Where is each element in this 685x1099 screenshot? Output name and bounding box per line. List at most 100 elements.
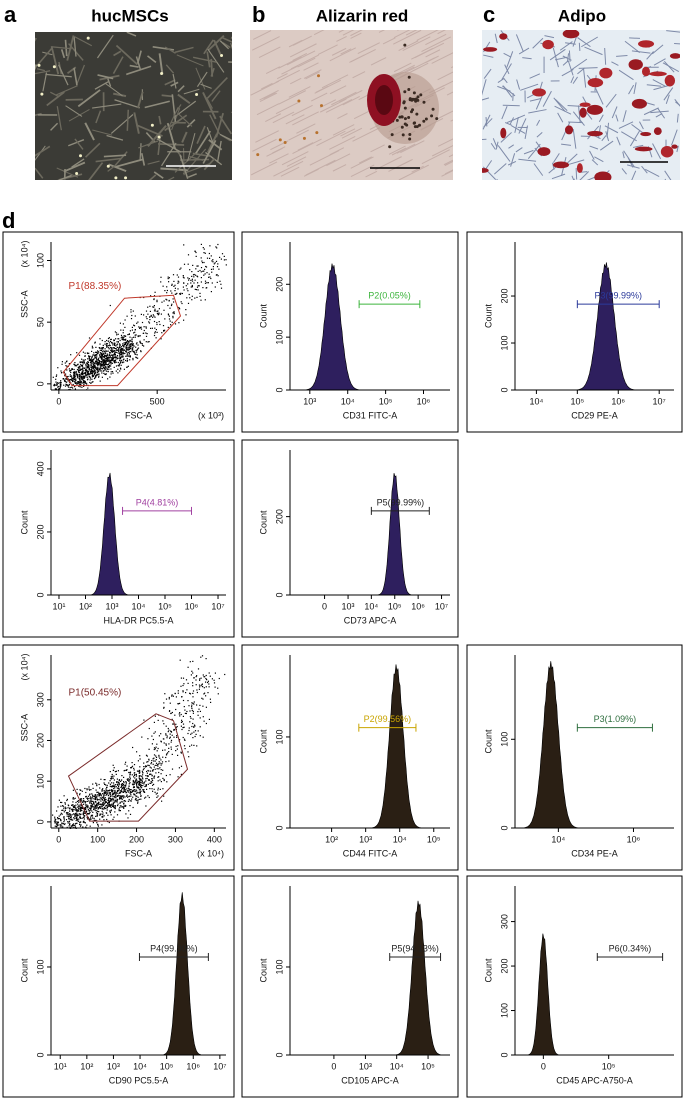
event-dot bbox=[137, 796, 139, 798]
lipid bbox=[579, 102, 591, 107]
event-dot bbox=[149, 773, 151, 775]
event-dot bbox=[101, 358, 103, 360]
event-dot bbox=[111, 347, 113, 349]
event-dot bbox=[128, 351, 130, 353]
event-dot bbox=[101, 798, 103, 800]
event-dot bbox=[122, 791, 124, 793]
event-dot bbox=[55, 375, 57, 377]
event-dot bbox=[83, 798, 85, 800]
cell bbox=[152, 46, 175, 51]
event-dot bbox=[109, 794, 111, 796]
event-dot bbox=[117, 803, 119, 805]
event-dot bbox=[196, 296, 198, 298]
event-dot bbox=[96, 363, 98, 365]
event-dot bbox=[196, 675, 198, 677]
event-dot bbox=[181, 696, 183, 698]
event-dot bbox=[122, 352, 124, 354]
event-dot bbox=[176, 748, 178, 750]
event-dot bbox=[68, 818, 70, 820]
event-dot bbox=[133, 781, 135, 783]
event-dot bbox=[206, 282, 208, 284]
fiber bbox=[250, 161, 278, 176]
event-dot bbox=[72, 809, 74, 811]
fiber bbox=[273, 160, 304, 177]
event-dot bbox=[110, 806, 112, 808]
event-dot bbox=[112, 351, 114, 353]
event-dot bbox=[152, 790, 154, 792]
event-dot bbox=[94, 798, 96, 800]
event-dot bbox=[149, 782, 151, 784]
event-dot bbox=[100, 813, 102, 815]
event-dot bbox=[108, 365, 110, 368]
cell bbox=[633, 82, 637, 95]
event-dot bbox=[119, 352, 121, 354]
event-dot bbox=[154, 327, 156, 329]
event-dot bbox=[75, 812, 77, 814]
x-axis-label: CD45 APC-A750-A bbox=[556, 1075, 633, 1085]
event-dot bbox=[64, 808, 66, 810]
event-dot bbox=[108, 803, 110, 805]
event-dot bbox=[123, 787, 126, 790]
event-dot bbox=[102, 802, 104, 804]
event-dot bbox=[124, 339, 126, 341]
event-dot bbox=[140, 350, 142, 352]
event-dot bbox=[124, 319, 126, 321]
event-dot bbox=[179, 293, 182, 295]
event-dot bbox=[99, 380, 101, 382]
event-dot bbox=[126, 355, 128, 357]
event-dot bbox=[143, 789, 145, 791]
event-dot bbox=[135, 781, 137, 783]
bright-cell bbox=[86, 36, 90, 40]
fiber bbox=[329, 135, 356, 150]
event-dot bbox=[73, 380, 75, 382]
cell bbox=[75, 64, 86, 86]
cell bbox=[504, 64, 510, 75]
granule bbox=[415, 112, 419, 116]
event-dot bbox=[109, 810, 111, 812]
event-dot bbox=[111, 358, 113, 360]
fiber bbox=[437, 71, 453, 81]
event-dot bbox=[63, 378, 65, 380]
event-dot bbox=[124, 342, 127, 344]
event-dot bbox=[100, 366, 102, 368]
cell bbox=[84, 122, 95, 141]
event-dot bbox=[72, 805, 74, 808]
event-dot bbox=[154, 791, 156, 793]
event-dot bbox=[187, 254, 190, 256]
event-dot bbox=[209, 675, 211, 677]
event-dot bbox=[167, 276, 169, 278]
cell bbox=[604, 47, 607, 65]
event-dot bbox=[110, 809, 112, 811]
fiber bbox=[252, 36, 280, 51]
event-dot bbox=[102, 793, 104, 795]
event-dot bbox=[193, 726, 195, 728]
event-dot bbox=[98, 793, 100, 795]
event-dot bbox=[97, 350, 99, 352]
event-dot bbox=[104, 363, 106, 365]
event-dot bbox=[52, 814, 54, 816]
event-dot bbox=[83, 380, 85, 382]
fiber bbox=[329, 47, 356, 62]
event-dot bbox=[188, 729, 190, 732]
event-dot bbox=[113, 366, 115, 368]
event-dot bbox=[85, 796, 87, 798]
event-dot bbox=[121, 779, 123, 781]
event-dot bbox=[125, 349, 127, 351]
event-dot bbox=[107, 798, 110, 800]
fiber bbox=[337, 113, 348, 119]
fiber bbox=[437, 138, 453, 147]
event-dot bbox=[54, 825, 56, 827]
event-dot bbox=[76, 813, 78, 815]
cell bbox=[92, 129, 113, 136]
event-dot bbox=[95, 807, 97, 809]
cell bbox=[211, 90, 221, 102]
event-dot bbox=[92, 365, 94, 367]
event-dot bbox=[107, 350, 109, 352]
event-dot bbox=[171, 711, 173, 714]
event-dot bbox=[199, 269, 201, 272]
x-axis-label: CD44 FITC-A bbox=[343, 848, 398, 858]
cell bbox=[664, 170, 672, 180]
fiber bbox=[297, 142, 314, 151]
event-dot bbox=[181, 719, 183, 721]
event-dot bbox=[151, 788, 153, 790]
